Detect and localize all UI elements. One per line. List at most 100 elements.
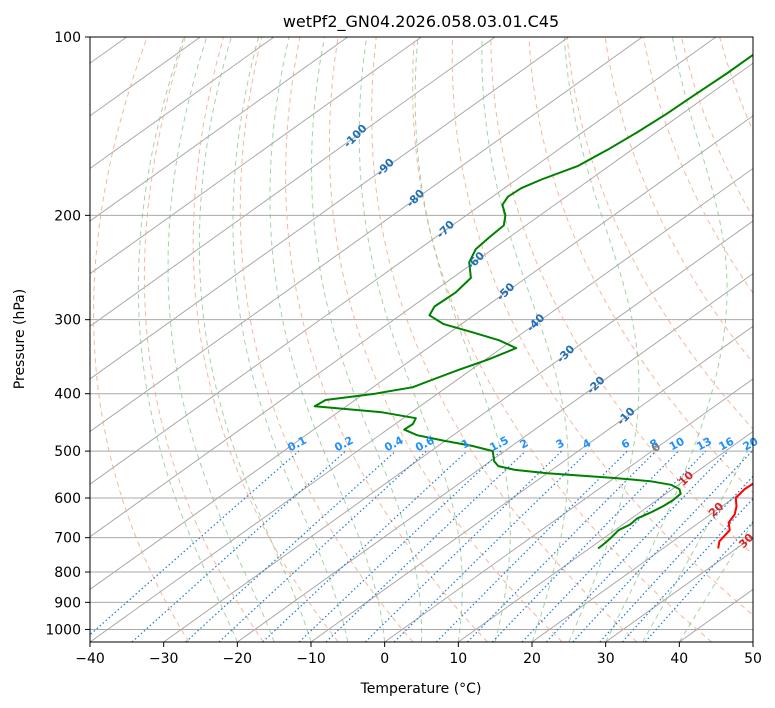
moist-adiabat-line	[605, 37, 728, 642]
y-tick-label: 300	[54, 313, 81, 329]
isotherm-line	[90, 167, 753, 642]
mixing-ratio-label: 3	[554, 436, 567, 451]
x-tick-label: 10	[449, 651, 467, 667]
mixing-ratio-line	[90, 450, 300, 636]
mixing-ratio-line	[545, 450, 729, 642]
temperature-profile-line	[717, 482, 753, 549]
dry-adiabat-line	[285, 37, 488, 642]
moist-adiabat-line	[563, 37, 640, 642]
isotherm-line	[90, 37, 496, 327]
mixing-ratio-label: 13	[694, 435, 714, 454]
isotherm-line	[310, 325, 753, 642]
isotherm-line	[163, 220, 753, 642]
isotherm-line	[384, 378, 753, 642]
y-tick-label: 900	[54, 595, 81, 611]
dry-adiabat-line	[192, 37, 339, 642]
mixing-ratio-line	[491, 450, 679, 642]
mixing-ratio-line	[644, 520, 753, 642]
x-tick-label: 50	[744, 651, 762, 667]
dry-adiabat-line	[528, 37, 753, 494]
dry-adiabat-line	[604, 37, 753, 364]
mixing-ratio-line	[599, 475, 753, 642]
isotherm-line	[90, 37, 569, 380]
isotherm-line	[752, 641, 753, 642]
isotherm-line	[531, 483, 753, 642]
moist-adiabat-line	[414, 37, 511, 642]
moist-adiabat-line	[137, 37, 238, 642]
x-tick-label: −40	[75, 651, 105, 667]
dry-adiabat-line	[490, 37, 753, 555]
dry-adiabat-line	[719, 37, 753, 132]
y-tick-label: 600	[54, 491, 81, 507]
dewpoint-profile-line	[313, 53, 753, 550]
y-tick-label: 500	[54, 444, 81, 460]
mixing-ratio-label: 6	[619, 436, 632, 451]
isotherm-label: -80	[404, 187, 427, 210]
mixing-ratio-line	[393, 450, 589, 642]
moist-adiabat-line	[232, 37, 349, 642]
isotherm-line	[90, 37, 348, 222]
moist-adiabat-line	[678, 521, 753, 642]
y-axis-title: Pressure (hPa)	[12, 289, 28, 389]
dry-adiabat-line	[239, 37, 414, 642]
y-tick-label: 100	[54, 30, 81, 46]
x-axis-title: Temperature (°C)	[360, 681, 482, 697]
dry-adiabat-line	[93, 37, 190, 642]
mixing-ratio-line	[298, 450, 502, 642]
mixing-ratio-line	[621, 497, 753, 642]
dry-adiabat-line	[143, 37, 264, 642]
isotherm-label: -100	[341, 122, 370, 151]
mixing-ratio-line	[262, 450, 468, 642]
moist-adiabat-line	[167, 37, 275, 642]
x-tick-label: 40	[670, 651, 688, 667]
isotherm-line	[458, 430, 753, 642]
isotherm-line	[90, 37, 422, 275]
x-tick-label: 20	[523, 651, 541, 667]
isotherm-line	[90, 37, 717, 485]
isotherm-label: -70	[434, 218, 457, 241]
isotherm-label: -50	[494, 280, 517, 303]
mixing-ratio-line	[521, 450, 707, 642]
dry-adiabat-line	[412, 37, 713, 642]
moist-adiabat-line	[269, 37, 386, 642]
moist-adiabat-line	[358, 37, 463, 642]
y-tick-label: 800	[54, 565, 81, 581]
isotherm-label: 20	[706, 499, 726, 519]
isotherm-line	[679, 588, 753, 642]
isotherm-line	[90, 115, 753, 590]
dry-adiabat-line	[451, 37, 753, 616]
mixing-ratio-label: 10	[667, 435, 687, 454]
mixing-ratio-line	[218, 450, 427, 642]
isotherm-label: -60	[464, 249, 487, 272]
y-tick-label: 1000	[45, 622, 81, 638]
isotherm-label: 30	[736, 531, 756, 551]
moist-adiabat-line	[198, 37, 312, 642]
dry-adiabat-line	[328, 37, 563, 642]
y-tick-label: 200	[54, 208, 81, 224]
dry-adiabat-line	[758, 37, 775, 642]
x-tick-label: −10	[296, 651, 326, 667]
y-tick-label: 400	[54, 387, 81, 403]
dry-adiabat-line	[371, 37, 638, 642]
x-tick-label: 30	[597, 651, 615, 667]
x-tick-label: −30	[149, 651, 179, 667]
mixing-ratio-label: 20	[741, 435, 761, 454]
moist-adiabat-line	[642, 438, 753, 642]
mixing-ratio-label: 16	[717, 435, 737, 454]
x-tick-label: −20	[223, 651, 253, 667]
mixing-ratio-line	[467, 450, 657, 642]
chart-title: wetPf2_GN04.2026.058.03.01.C45	[283, 12, 559, 32]
mixing-ratio-line	[364, 450, 563, 642]
mixing-ratio-label: 2	[518, 436, 531, 451]
dry-adiabat-line	[566, 37, 753, 430]
moist-adiabat-line	[481, 37, 569, 642]
isotherm-line	[90, 37, 275, 170]
dry-adiabat-line	[680, 37, 753, 219]
mixing-ratio-line	[185, 450, 397, 642]
mixing-ratio-line	[435, 450, 628, 642]
mixing-ratio-line	[325, 450, 527, 642]
isotherm-line	[90, 37, 643, 433]
isotherm-line	[90, 62, 753, 538]
isotherm-label: -30	[554, 342, 577, 365]
